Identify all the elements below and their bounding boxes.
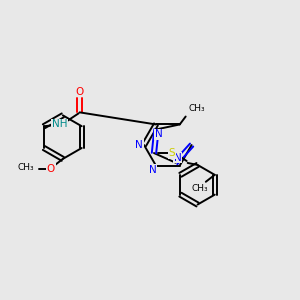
Text: CH₃: CH₃ — [192, 184, 208, 193]
Text: S: S — [169, 148, 175, 158]
Text: O: O — [76, 86, 84, 97]
Text: N: N — [149, 165, 157, 175]
Text: N: N — [174, 153, 182, 163]
Text: O: O — [47, 164, 55, 174]
Text: CH₃: CH₃ — [17, 163, 34, 172]
Text: NH: NH — [52, 119, 68, 129]
Text: N: N — [154, 129, 162, 140]
Text: CH₃: CH₃ — [189, 104, 205, 113]
Text: N: N — [135, 140, 143, 150]
